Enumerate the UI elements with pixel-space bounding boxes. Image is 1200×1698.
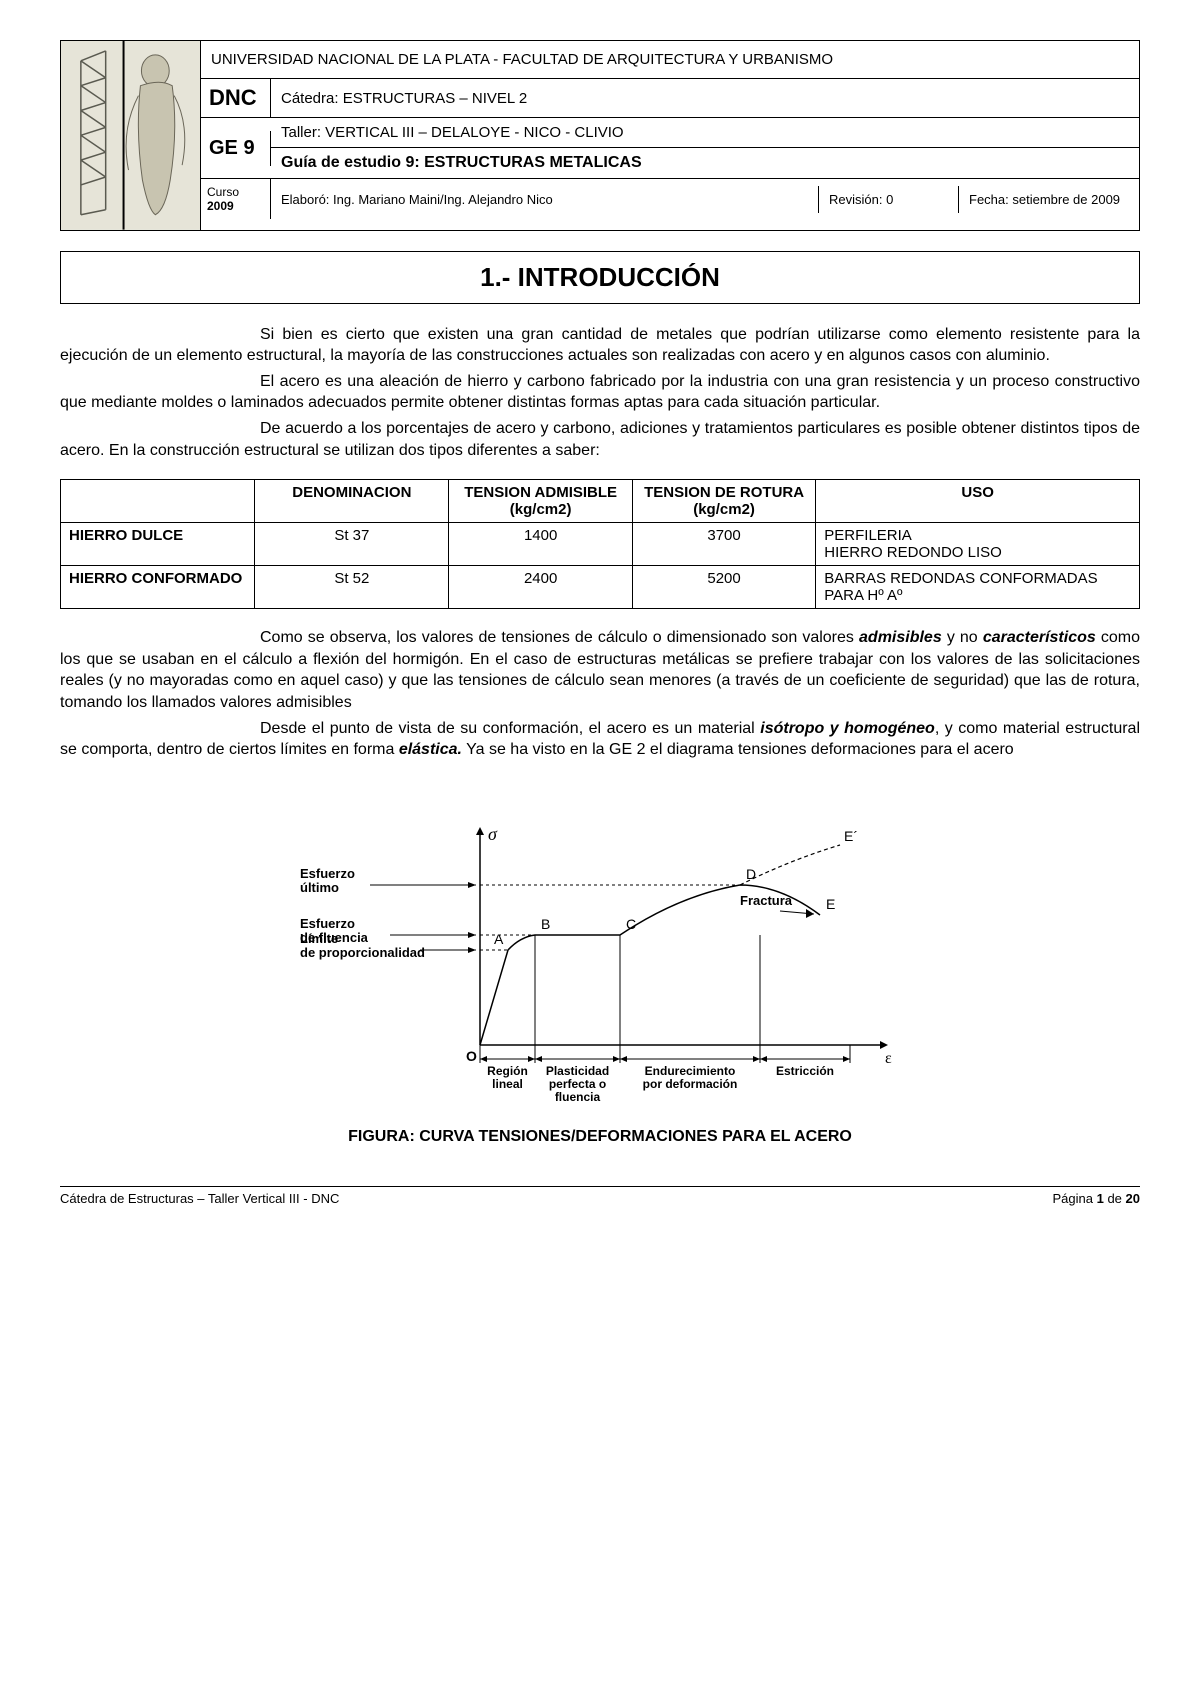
curso-prefix: Curso <box>207 185 239 199</box>
svg-text:ε: ε <box>885 1050 892 1067</box>
p5-b1: isótropo y homogéneo <box>760 720 935 737</box>
p5-pre: Desde el punto de vista de su conformaci… <box>260 720 760 737</box>
p4-mid1: y no <box>942 629 983 646</box>
elaboro-cell: Elaboró: Ing. Mariano Maini/Ing. Alejand… <box>271 186 819 213</box>
svg-text:E: E <box>826 896 835 912</box>
svg-text:A: A <box>494 931 504 947</box>
p4-b2: característicos <box>983 629 1096 646</box>
fecha-cell: Fecha: setiembre de 2009 <box>959 186 1139 213</box>
footer-left: Cátedra de Estructuras – Taller Vertical… <box>60 1191 339 1206</box>
stress-strain-chart: σεOEsfuerzoúltimoEsfuerzode fluenciaLími… <box>60 785 1140 1110</box>
svg-text:último: último <box>300 880 339 895</box>
svg-text:O: O <box>466 1048 477 1064</box>
row-label: HIERRO CONFORMADO <box>61 566 255 609</box>
svg-text:Endurecimiento: Endurecimiento <box>645 1064 736 1078</box>
tower-figure-icon <box>61 41 200 230</box>
svg-text:B: B <box>541 916 550 932</box>
paragraph-1: Si bien es cierto que existen una gran c… <box>60 324 1140 367</box>
steel-types-table: DENOMINACION TENSION ADMISIBLE (kg/cm2) … <box>60 479 1140 609</box>
page-mid: de <box>1104 1191 1126 1206</box>
body-text: Si bien es cierto que existen una gran c… <box>60 324 1140 462</box>
guia-cell: Guía de estudio 9: ESTRUCTURAS METALICAS <box>271 148 1139 178</box>
svg-text:Plasticidad: Plasticidad <box>546 1064 609 1078</box>
row-label: HIERRO DULCE <box>61 523 255 566</box>
stress-strain-svg: σεOEsfuerzoúltimoEsfuerzode fluenciaLími… <box>290 785 910 1105</box>
p5-post: Ya se ha visto en la GE 2 el diagrama te… <box>462 741 1014 758</box>
page-footer: Cátedra de Estructuras – Taller Vertical… <box>60 1186 1140 1206</box>
ge-row: GE 9 Taller: VERTICAL III – DELALOYE - N… <box>201 118 1139 179</box>
paragraph-5: Desde el punto de vista de su conformaci… <box>60 718 1140 761</box>
svg-text:perfecta o: perfecta o <box>549 1077 606 1091</box>
svg-text:Fractura: Fractura <box>740 893 793 908</box>
th-adm: TENSION ADMISIBLE (kg/cm2) <box>449 480 632 523</box>
page-prefix: Página <box>1053 1191 1097 1206</box>
svg-text:fluencia: fluencia <box>555 1090 601 1104</box>
svg-text:Esfuerzo: Esfuerzo <box>300 866 355 881</box>
p4-pre: Como se observa, los valores de tensione… <box>260 629 859 646</box>
th-denom: DENOMINACION <box>255 480 449 523</box>
th-rot: TENSION DE ROTURA (kg/cm2) <box>632 480 815 523</box>
cell-denom: St 37 <box>255 523 449 566</box>
table-row: HIERRO CONFORMADO St 52 2400 5200 BARRAS… <box>61 566 1140 609</box>
svg-text:E´: E´ <box>844 828 858 844</box>
page-num: 1 <box>1097 1191 1104 1206</box>
p4-b1: admisibles <box>859 629 942 646</box>
header-logo-image <box>61 41 201 230</box>
meta-row: Curso 2009 Elaboró: Ing. Mariano Maini/I… <box>201 179 1139 219</box>
curso-year: 2009 <box>207 199 234 213</box>
cell-adm: 1400 <box>449 523 632 566</box>
cell-uso: PERFILERIA HIERRO REDONDO LISO <box>816 523 1140 566</box>
catedra-cell: Cátedra: ESTRUCTURAS – NIVEL 2 <box>271 84 1139 113</box>
dnc-row: DNC Cátedra: ESTRUCTURAS – NIVEL 2 <box>201 79 1139 118</box>
svg-text:Esfuerzo: Esfuerzo <box>300 916 355 931</box>
curso-cell: Curso 2009 <box>201 179 271 219</box>
paragraph-2: El acero es una aleación de hierro y car… <box>60 371 1140 414</box>
document-header: UNIVERSIDAD NACIONAL DE LA PLATA - FACUL… <box>60 40 1140 231</box>
body-text-2: Como se observa, los valores de tensione… <box>60 627 1140 761</box>
table-header-row: DENOMINACION TENSION ADMISIBLE (kg/cm2) … <box>61 480 1140 523</box>
cell-rot: 3700 <box>632 523 815 566</box>
header-info: UNIVERSIDAD NACIONAL DE LA PLATA - FACUL… <box>201 41 1139 230</box>
svg-text:C: C <box>626 916 636 932</box>
svg-text:σ: σ <box>488 824 498 844</box>
svg-text:de proporcionalidad: de proporcionalidad <box>300 945 425 960</box>
revision-cell: Revisión: 0 <box>819 186 959 213</box>
th-uso: USO <box>816 480 1140 523</box>
footer-page: Página 1 de 20 <box>1053 1191 1140 1206</box>
cell-adm: 2400 <box>449 566 632 609</box>
cell-denom: St 52 <box>255 566 449 609</box>
cell-uso: BARRAS REDONDAS CONFORMADAS PARA Hº Aº <box>816 566 1140 609</box>
section-title: 1.- INTRODUCCIÓN <box>60 251 1140 304</box>
taller-cell: Taller: VERTICAL III – DELALOYE - NICO -… <box>271 118 1139 148</box>
figure-caption: FIGURA: CURVA TENSIONES/DEFORMACIONES PA… <box>60 1128 1140 1146</box>
svg-text:Región: Región <box>487 1064 528 1078</box>
cell-rot: 5200 <box>632 566 815 609</box>
paragraph-4: Como se observa, los valores de tensione… <box>60 627 1140 713</box>
paragraph-3: De acuerdo a los porcentajes de acero y … <box>60 418 1140 461</box>
svg-text:por deformación: por deformación <box>643 1077 738 1091</box>
svg-text:Límite: Límite <box>300 931 338 946</box>
svg-text:lineal: lineal <box>492 1077 523 1091</box>
th-blank <box>61 480 255 523</box>
svg-text:D: D <box>746 866 756 882</box>
svg-text:Estricción: Estricción <box>776 1064 834 1078</box>
table-row: HIERRO DULCE St 37 1400 3700 PERFILERIA … <box>61 523 1140 566</box>
dnc-label: DNC <box>201 79 271 117</box>
ge-label: GE 9 <box>201 131 271 166</box>
page-total: 20 <box>1126 1191 1140 1206</box>
university-row: UNIVERSIDAD NACIONAL DE LA PLATA - FACUL… <box>201 41 1139 79</box>
p5-b2: elástica. <box>399 741 462 758</box>
